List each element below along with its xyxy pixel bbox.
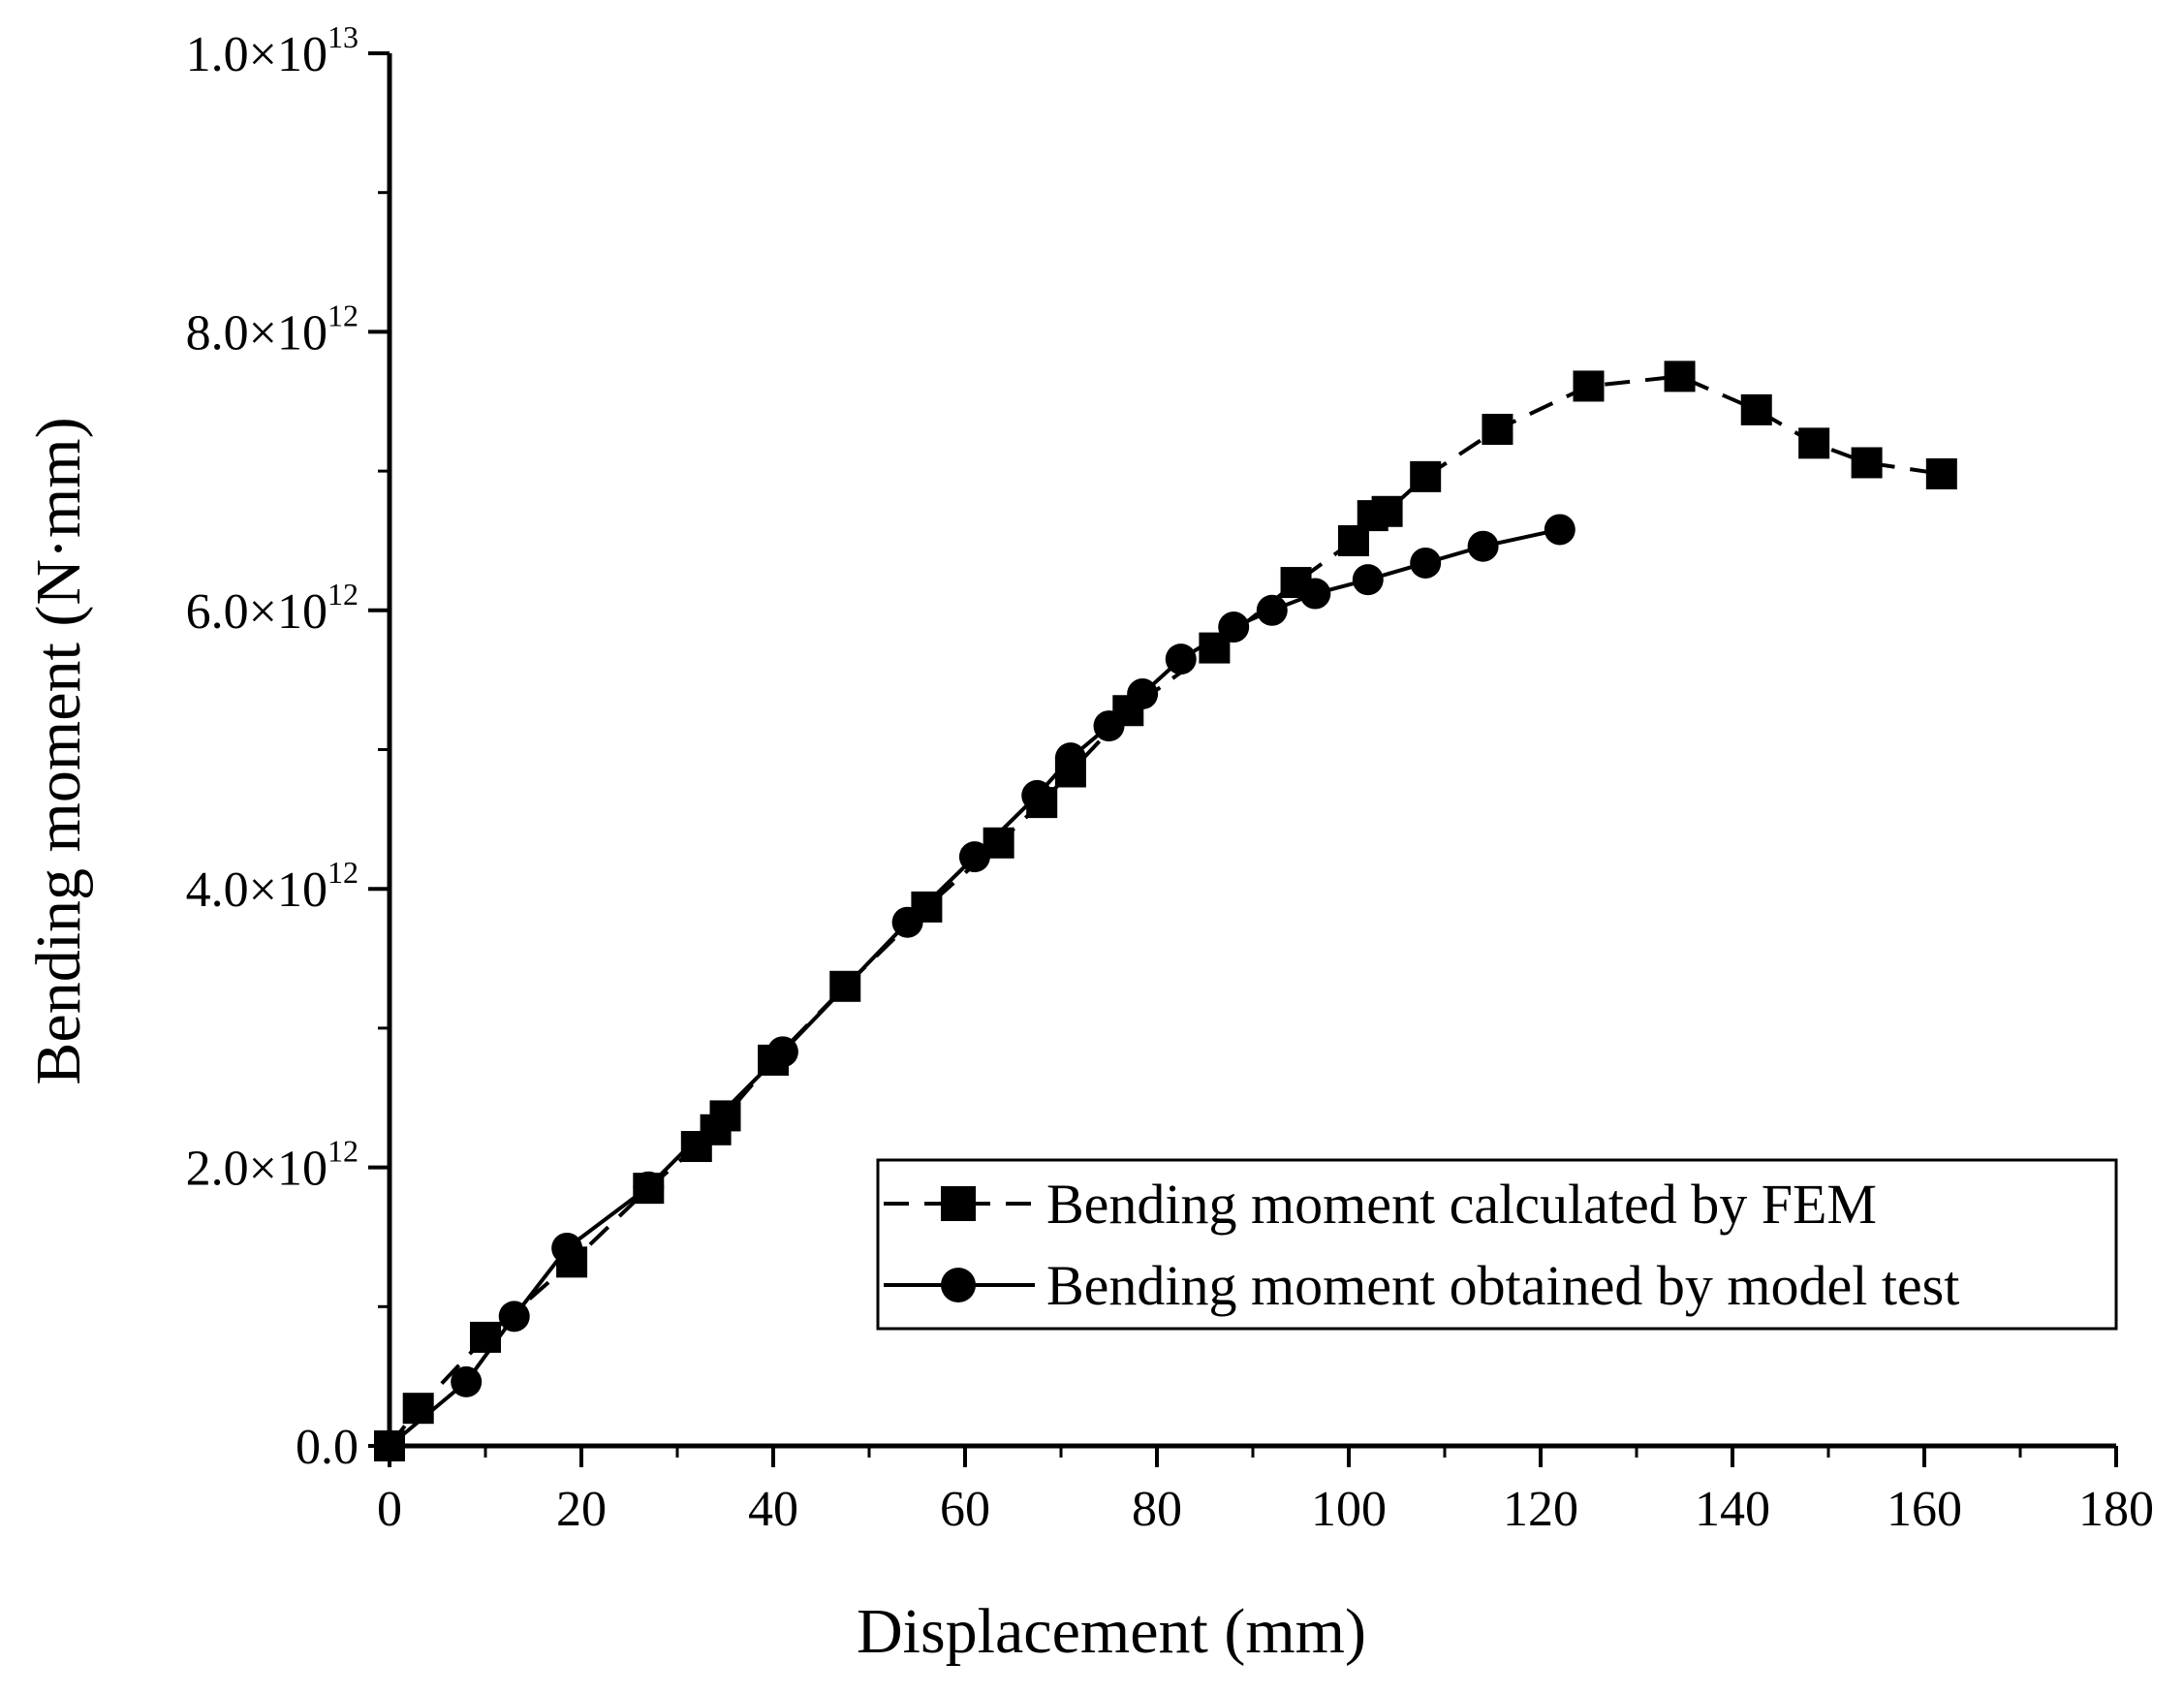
data-point-circle (1165, 643, 1197, 675)
data-point-circle (1410, 547, 1442, 579)
x-tick-label: 0 (377, 1482, 402, 1537)
series-line (388, 374, 1943, 1448)
y-tick-label: 2.0×1012 (186, 1134, 359, 1197)
legend: Bending moment calculated by FEM Bending… (876, 1158, 2118, 1331)
x-tick-label: 100 (1311, 1482, 1387, 1537)
data-point-square (1798, 427, 1830, 459)
data-point-circle (1127, 678, 1159, 710)
legend-marker-fem (941, 1186, 976, 1221)
legend-label-test: Bending moment obtained by model test (1046, 1254, 1959, 1317)
data-point-circle (1054, 742, 1086, 774)
data-point-circle (498, 1301, 530, 1333)
x-tick-label: 160 (1887, 1482, 1962, 1537)
series-layer (374, 361, 1957, 1461)
data-point-square (1740, 393, 1772, 425)
data-point-circle (633, 1171, 665, 1203)
x-tick-label: 120 (1503, 1482, 1578, 1537)
data-point-circle (374, 1430, 405, 1461)
data-point-circle (891, 906, 923, 938)
data-point-circle (766, 1036, 798, 1068)
data-point-circle (1021, 779, 1053, 811)
data-point-square (1482, 413, 1513, 445)
data-point-square (402, 1393, 434, 1425)
data-point-square (1851, 447, 1883, 479)
data-point-circle (1218, 612, 1250, 643)
data-point-circle (1467, 530, 1499, 562)
y-axis-ticks: 0.0 2.0×1012 4.0×1012 6.0×1012 8.0×1012 1.0×1… (186, 19, 390, 1475)
data-point-circle (451, 1365, 483, 1397)
x-tick-label: 60 (940, 1482, 990, 1537)
data-point-circle (1352, 564, 1384, 596)
data-point-circle (1093, 710, 1125, 742)
data-point-square (1925, 457, 1957, 489)
y-tick-label: 6.0×1012 (186, 577, 359, 640)
data-point-square (470, 1321, 501, 1353)
data-point-square (1371, 495, 1403, 527)
series-model-test (374, 514, 1576, 1461)
data-point-circle (1256, 594, 1288, 626)
y-tick-label: 4.0×1012 (186, 855, 359, 918)
x-tick-label: 80 (1132, 1482, 1182, 1537)
legend-entry-test: Bending moment obtained by model test (884, 1254, 1959, 1317)
x-tick-label: 180 (2078, 1482, 2154, 1537)
data-point-circle (958, 841, 990, 873)
data-point-square (1664, 361, 1696, 392)
x-tick-label: 20 (556, 1482, 607, 1537)
y-tick-label: 0.0 (296, 1420, 359, 1475)
data-point-square (1410, 460, 1442, 492)
data-point-circle (1544, 514, 1576, 546)
x-tick-label: 40 (748, 1482, 798, 1537)
legend-label-fem: Bending moment calculated by FEM (1046, 1173, 1877, 1236)
data-point-square (1573, 370, 1605, 402)
x-axis-ticks: 0 20 40 60 80 100 120 140 160 180 (377, 1446, 2154, 1537)
x-axis-title: Displacement (mm) (857, 1596, 1366, 1667)
x-tick-label: 140 (1695, 1482, 1770, 1537)
legend-entry-fem: Bending moment calculated by FEM (884, 1173, 1877, 1236)
legend-box (876, 1158, 2118, 1331)
data-point-circle (1299, 578, 1331, 610)
y-tick-label: 1.0×1013 (186, 19, 359, 82)
data-point-square (709, 1100, 741, 1132)
data-point-circle (551, 1232, 583, 1264)
legend-marker-test (941, 1268, 976, 1302)
y-axis-title: Bending moment (N·mm) (23, 417, 94, 1084)
y-tick-label: 8.0×1012 (186, 298, 359, 361)
